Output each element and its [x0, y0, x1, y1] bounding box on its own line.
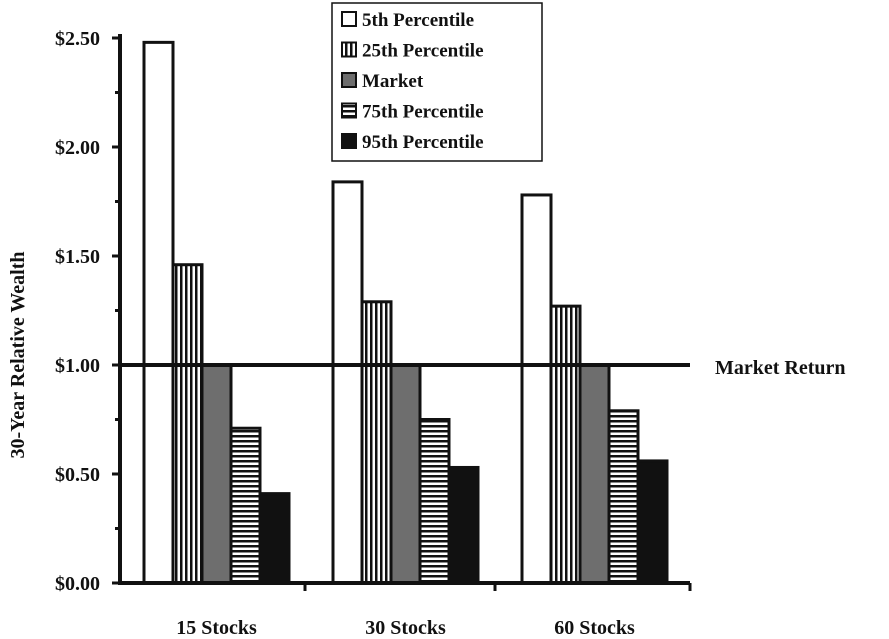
market-return-label: Market Return — [715, 357, 846, 379]
legend-swatch — [341, 72, 357, 88]
legend-entry: 95th Percentile — [362, 132, 484, 153]
y-tick-label: $2.50 — [55, 28, 100, 50]
legend-entry: 5th Percentile — [362, 10, 474, 31]
bar-black-2 — [447, 465, 480, 585]
legend-swatch — [341, 11, 357, 27]
y-tick-label: $0.50 — [55, 464, 100, 486]
bar-horizontal-stripes-3 — [607, 409, 640, 585]
bar-horizontal-stripes-1 — [229, 426, 262, 585]
bar-white-3 — [520, 193, 553, 585]
legend: 5th Percentile 25th Percentile Market 75th … — [331, 2, 543, 162]
bar-vertical-stripes-1 — [171, 263, 204, 585]
bar-vertical-stripes-2 — [360, 300, 393, 585]
legend-entry: 25th Percentile — [362, 41, 484, 62]
bar-horizontal-stripes-2 — [418, 418, 451, 585]
bar-black-3 — [636, 459, 669, 585]
y-tick-label: $2.00 — [55, 137, 100, 159]
legend-swatch — [341, 133, 357, 149]
y-tick-labels: $0.00 $0.50 $1.00 $1.50 $2.00 $2.50 — [55, 28, 100, 595]
bar-white-1 — [142, 40, 175, 585]
category-label: 60 Stocks — [554, 617, 635, 639]
bar-black-1 — [258, 492, 291, 585]
legend-swatch — [341, 102, 357, 119]
bar-gray-1 — [200, 363, 233, 585]
category-labels: 15 Stocks 30 Stocks 60 Stocks — [176, 617, 635, 639]
legend-swatch — [341, 41, 357, 58]
bar-vertical-stripes-3 — [549, 304, 582, 585]
bar-gray-2 — [389, 363, 422, 585]
axes-group — [112, 34, 692, 591]
legend-entry: Market — [362, 71, 424, 92]
bar-gray-3 — [578, 363, 611, 585]
y-tick-label: $0.00 — [55, 573, 100, 595]
y-tick-label: $1.50 — [55, 246, 100, 268]
bar-white-2 — [331, 180, 364, 585]
category-label: 15 Stocks — [176, 617, 257, 639]
category-label: 30 Stocks — [365, 617, 446, 639]
legend-box — [331, 2, 543, 162]
y-axis-title: 30-Year Relative Wealth — [7, 251, 29, 458]
legend-entry: 75th Percentile — [362, 102, 484, 123]
y-tick-label: $1.00 — [55, 355, 100, 377]
